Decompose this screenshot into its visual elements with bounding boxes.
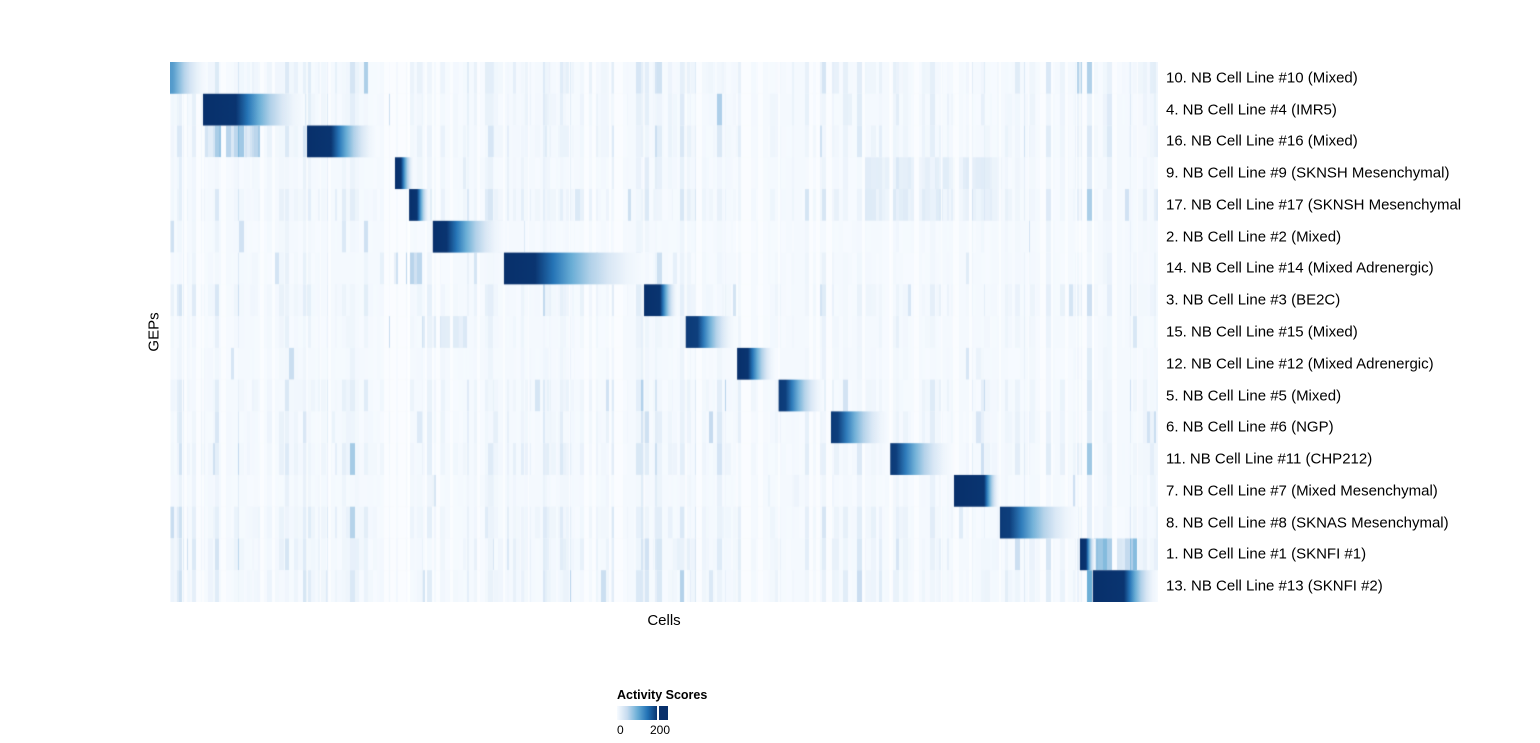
row-label: 9. NB Cell Line #9 (SKNSH Mesenchymal) <box>1166 164 1450 182</box>
row-label: 15. NB Cell Line #15 (Mixed) <box>1166 323 1358 341</box>
legend-title: Activity Scores <box>617 688 708 702</box>
legend-colorbar <box>617 706 668 720</box>
activity-scores-legend: Activity Scores 0 200 <box>617 688 777 737</box>
y-axis-label: GEPs <box>145 312 163 352</box>
legend-min-label: 0 <box>617 723 624 737</box>
row-label: 4. NB Cell Line #4 (IMR5) <box>1166 101 1337 119</box>
row-label: 16. NB Cell Line #16 (Mixed) <box>1166 132 1358 150</box>
legend-max-label: 200 <box>649 723 671 737</box>
row-label: 13. NB Cell Line #13 (SKNFI #2) <box>1166 577 1383 595</box>
legend-tick-mark <box>656 706 659 720</box>
x-axis-label: Cells <box>647 612 681 629</box>
row-label: 11. NB Cell Line #11 (CHP212) <box>1166 450 1373 468</box>
row-label: 1. NB Cell Line #1 (SKNFI #1) <box>1166 545 1367 563</box>
row-label: 8. NB Cell Line #8 (SKNAS Mesenchymal) <box>1166 514 1449 532</box>
row-label: 12. NB Cell Line #12 (Mixed Adrenergic) <box>1166 355 1434 373</box>
row-label: 10. NB Cell Line #10 (Mixed) <box>1166 69 1358 87</box>
row-label: 17. NB Cell Line #17 (SKNSH Mesenchymal <box>1166 196 1462 214</box>
row-label: 6. NB Cell Line #6 (NGP) <box>1166 418 1334 436</box>
row-label: 5. NB Cell Line #5 (Mixed) <box>1166 387 1342 405</box>
row-label: 3. NB Cell Line #3 (BE2C) <box>1166 291 1341 309</box>
row-label: 2. NB Cell Line #2 (Mixed) <box>1166 228 1342 246</box>
row-label: 7. NB Cell Line #7 (Mixed Mesenchymal) <box>1166 482 1438 500</box>
row-label: 14. NB Cell Line #14 (Mixed Adrenergic) <box>1166 259 1434 277</box>
heatmap-canvas <box>170 62 1158 602</box>
